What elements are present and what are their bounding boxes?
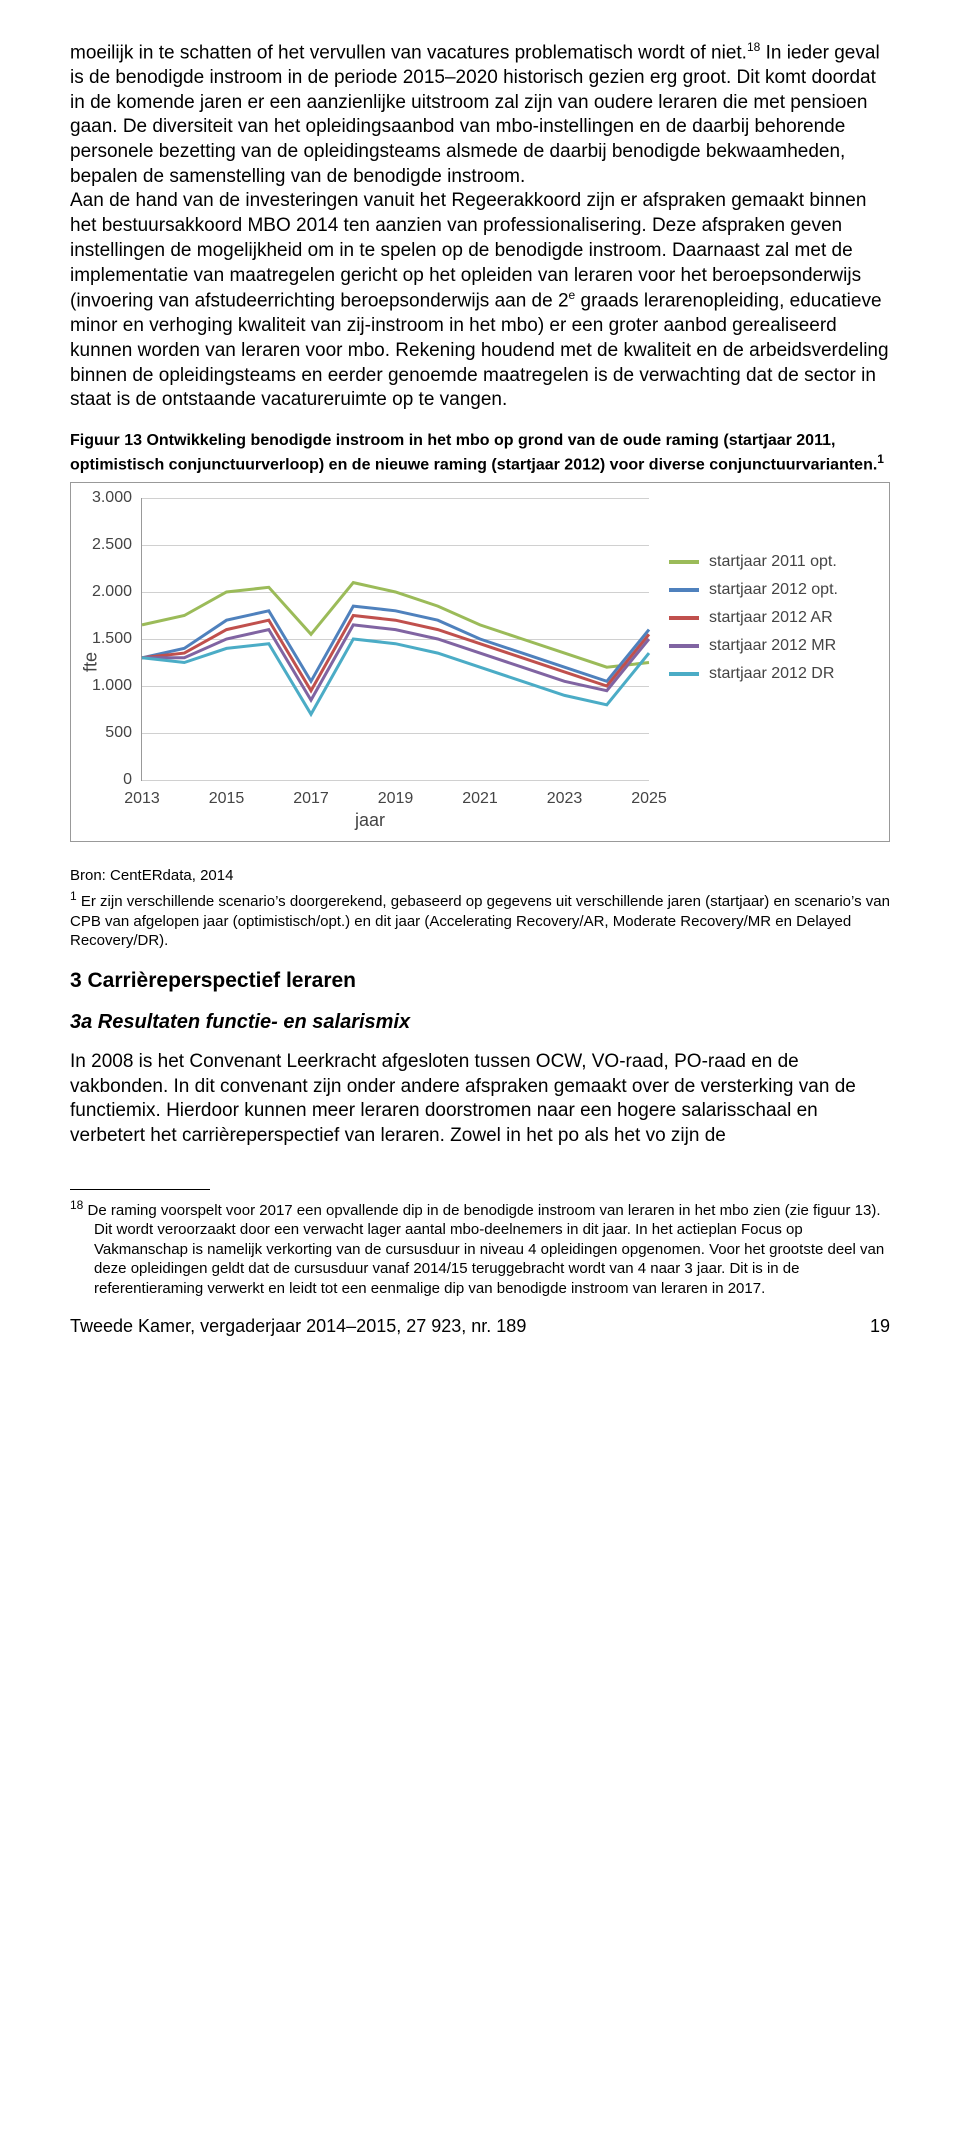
x-tick-label: 2019 <box>378 790 414 808</box>
grid-line <box>142 780 649 781</box>
legend-swatch <box>669 588 699 592</box>
y-axis-title: fte <box>81 652 102 672</box>
figure13-source: Bron: CentERdata, 2014 <box>70 866 890 886</box>
legend-item: startjaar 2012 DR <box>669 665 879 683</box>
legend-label: startjaar 2011 opt. <box>709 553 837 571</box>
legend-item: startjaar 2012 opt. <box>669 581 879 599</box>
legend-item: startjaar 2012 MR <box>669 637 879 655</box>
x-tick-label: 2023 <box>547 790 583 808</box>
x-tick-label: 2017 <box>293 790 329 808</box>
legend-label: startjaar 2012 MR <box>709 637 836 655</box>
footnote-18-marker: 18 <box>70 1198 83 1212</box>
legend-item: startjaar 2012 AR <box>669 609 879 627</box>
footer-right: 19 <box>870 1316 890 1337</box>
footnote-separator <box>70 1189 210 1190</box>
legend-swatch <box>669 616 699 620</box>
y-tick-label: 2.000 <box>82 583 132 601</box>
y-tick-label: 1.500 <box>82 630 132 648</box>
legend-swatch <box>669 560 699 564</box>
plot-area: 05001.0001.5002.0002.5003.00020132015201… <box>141 498 649 781</box>
figure13-caption-text: Figuur 13 Ontwikkeling benodigde instroo… <box>70 432 877 473</box>
legend-item: startjaar 2011 opt. <box>669 553 879 571</box>
legend-swatch <box>669 672 699 676</box>
legend-label: startjaar 2012 opt. <box>709 581 838 599</box>
para1-footnote-ref: 18 <box>747 40 760 54</box>
y-tick-label: 0 <box>82 771 132 789</box>
page-footer: Tweede Kamer, vergaderjaar 2014–2015, 27… <box>70 1316 890 1337</box>
figure13-footnote-marker: 1 <box>70 889 77 903</box>
figure13-footnote: 1 Er zijn verschillende scenario’s doorg… <box>70 889 890 951</box>
para1-text-a: moeilijk in te schatten of het vervullen… <box>70 42 747 63</box>
x-tick-label: 2013 <box>124 790 160 808</box>
section-3-heading: 3 Carrièreperspectief leraren <box>70 969 890 993</box>
figure13-chart: fte 05001.0001.5002.0002.5003.0002013201… <box>70 482 890 842</box>
y-tick-label: 500 <box>82 724 132 742</box>
legend-label: startjaar 2012 AR <box>709 609 833 627</box>
chart-legend: startjaar 2011 opt. startjaar 2012 opt. st… <box>669 543 879 693</box>
footnote-18: 18 De raming voorspelt voor 2017 een opv… <box>70 1198 890 1299</box>
para1-text-b: In ieder geval is de benodigde instroom … <box>70 42 880 186</box>
footnote-18-text: De raming voorspelt voor 2017 een opvall… <box>83 1202 884 1297</box>
y-tick-label: 3.000 <box>82 489 132 507</box>
figure13-caption: Figuur 13 Ontwikkeling benodigde instroo… <box>70 431 890 476</box>
page-container: moeilijk in te schatten of het vervullen… <box>0 0 960 1367</box>
x-tick-label: 2025 <box>631 790 667 808</box>
chart-series-svg <box>142 498 649 780</box>
series-line <box>142 639 649 714</box>
series-line <box>142 625 649 700</box>
footer-left: Tweede Kamer, vergaderjaar 2014–2015, 27… <box>70 1316 526 1337</box>
y-tick-label: 1.000 <box>82 677 132 695</box>
legend-swatch <box>669 644 699 648</box>
y-tick-label: 2.500 <box>82 536 132 554</box>
paragraph-1: moeilijk in te schatten of het vervullen… <box>70 40 890 413</box>
figure13-caption-footnote-ref: 1 <box>877 452 884 466</box>
figure13-footnote-text: Er zijn verschillende scenario’s doorger… <box>70 893 890 949</box>
paragraph-3a: In 2008 is het Convenant Leerkracht afge… <box>70 1050 890 1149</box>
x-axis-title: jaar <box>320 810 420 831</box>
legend-label: startjaar 2012 DR <box>709 665 834 683</box>
subsection-3a-heading: 3a Resultaten functie- en salarismix <box>70 1011 890 1034</box>
x-tick-label: 2021 <box>462 790 498 808</box>
x-tick-label: 2015 <box>209 790 245 808</box>
